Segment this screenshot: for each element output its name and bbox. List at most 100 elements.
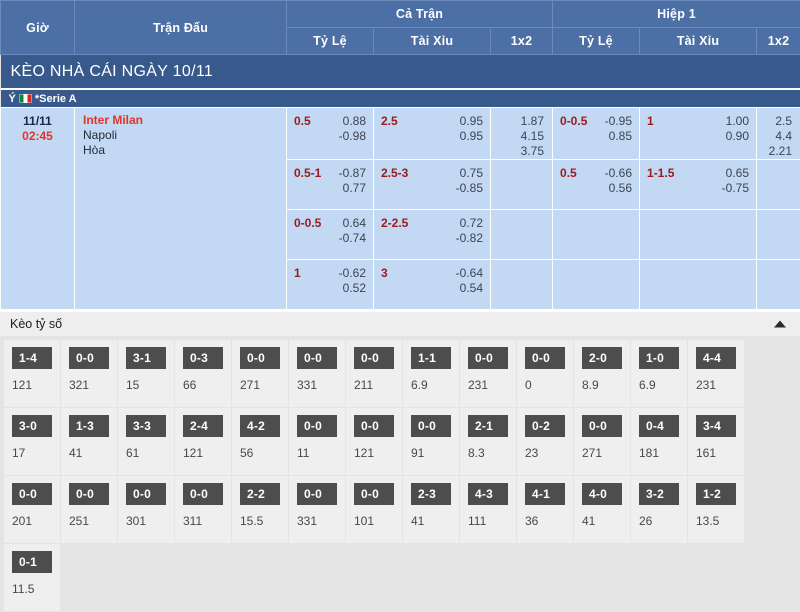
score-chip: 4-2 [240, 415, 280, 437]
under-odd[interactable]: -0.75 [647, 181, 749, 196]
score-odd: 8.9 [582, 378, 630, 392]
odds-full-1x2[interactable]: 1.87 4.15 3.75 [491, 108, 553, 160]
odds-half-overunder[interactable]: 1-1.5 0.65 -0.75 [640, 160, 757, 210]
score-odd: 61 [126, 446, 174, 460]
score-odd: 8.3 [468, 446, 516, 460]
odds-half-1x2[interactable] [757, 160, 800, 210]
odds-page: Giờ Trận Đấu Cả Trận Hiệp 1 Tỷ Lệ Tài Xỉ… [0, 0, 800, 500]
handicap-away-odd[interactable]: -0.98 [294, 129, 366, 144]
odd-1[interactable]: 1.87 [491, 114, 544, 129]
odd-x[interactable]: 4.15 [491, 129, 544, 144]
odds-half-handicap[interactable]: 0-0.5 -0.95 0.85 [553, 108, 640, 160]
under-odd[interactable]: -0.85 [381, 181, 483, 196]
team-home[interactable]: Inter Milan [83, 113, 286, 128]
odds-half-handicap[interactable]: 0.5 -0.66 0.56 [553, 160, 640, 210]
odds-full-handicap[interactable]: 0-0.5 0.64 -0.74 [287, 210, 374, 260]
page-title-row: KÈO NHÀ CÁI NGÀY 10/11 Ý*Serie A [1, 55, 800, 108]
odds-half-handicap[interactable] [553, 210, 640, 260]
odd-2[interactable]: 3.75 [491, 144, 544, 159]
odds-half-overunder[interactable] [640, 260, 757, 310]
odds-full-1x2[interactable] [491, 160, 553, 210]
odds-half-overunder[interactable]: 1 1.00 0.90 [640, 108, 757, 160]
correct-score-header[interactable]: Kèo tỷ số [0, 310, 800, 336]
odd-1[interactable]: 2.5 [757, 114, 792, 129]
odds-half-1x2[interactable] [757, 210, 800, 260]
odds-half-1x2[interactable]: 2.5 4.4 2.21 [757, 108, 800, 160]
chevron-up-icon[interactable] [774, 321, 786, 328]
odds-full-handicap[interactable]: 1 -0.62 0.52 [287, 260, 374, 310]
handicap-away-odd[interactable]: 0.56 [560, 181, 632, 196]
score-chip: 0-3 [183, 347, 223, 369]
odds-full-overunder[interactable]: 2.5 0.95 0.95 [374, 108, 491, 160]
odds-full-handicap[interactable]: 0.5 0.88 -0.98 [287, 108, 374, 160]
odds-full-overunder[interactable]: 2.5-3 0.75 -0.85 [374, 160, 491, 210]
under-odd[interactable]: 0.90 [647, 129, 749, 144]
odds-full-handicap[interactable]: 0.5-1 -0.87 0.77 [287, 160, 374, 210]
under-odd[interactable]: -0.82 [381, 231, 483, 246]
table-row[interactable]: 11/11 02:45 Inter Milan Napoli Hòa 0.5 0… [1, 108, 800, 160]
team-draw[interactable]: Hòa [83, 143, 286, 158]
score-chip: 0-0 [12, 483, 52, 505]
over-odd[interactable]: 1.00 [647, 114, 749, 129]
under-odd[interactable]: 0.54 [381, 281, 483, 296]
handicap-away-odd[interactable]: -0.74 [294, 231, 366, 246]
odds-full-1x2[interactable] [491, 210, 553, 260]
odds-full-overunder[interactable]: 3 -0.64 0.54 [374, 260, 491, 310]
odds-full-1x2[interactable] [491, 260, 553, 310]
handicap-away-odd[interactable]: 0.52 [294, 281, 366, 296]
handicap-home-odd[interactable]: -0.62 [294, 266, 366, 281]
odds-half-overunder[interactable] [640, 210, 757, 260]
odds-half-handicap[interactable] [553, 260, 640, 310]
odd-x[interactable]: 4.4 [757, 129, 792, 144]
score-odd: 91 [411, 446, 459, 460]
team-away[interactable]: Napoli [83, 128, 286, 143]
handicap-away-odd[interactable]: 0.77 [294, 181, 366, 196]
handicap-away-odd[interactable]: 0.85 [560, 129, 632, 144]
odd-2[interactable]: 2.21 [757, 144, 792, 159]
over-odd[interactable]: -0.64 [381, 266, 483, 281]
odds-full-overunder[interactable]: 2-2.5 0.72 -0.82 [374, 210, 491, 260]
odds-half-1x2[interactable] [757, 260, 800, 310]
under-odd[interactable]: 0.95 [381, 129, 483, 144]
